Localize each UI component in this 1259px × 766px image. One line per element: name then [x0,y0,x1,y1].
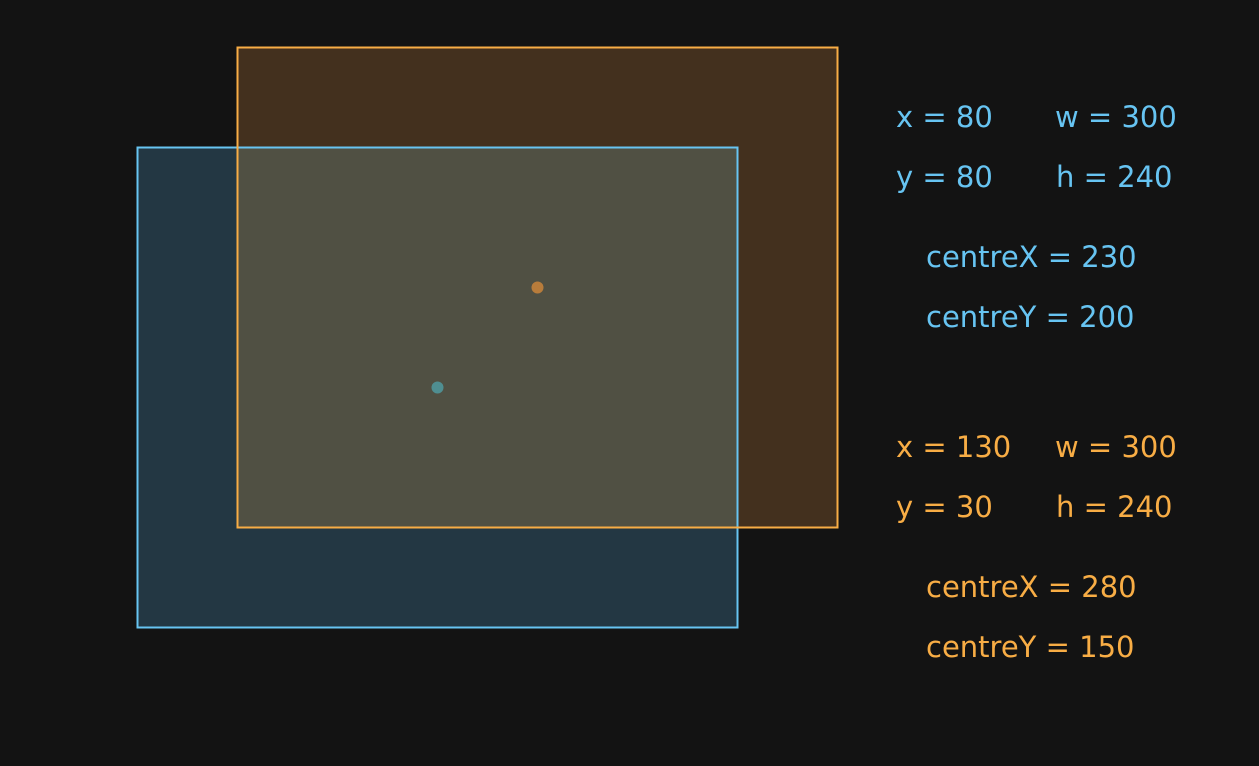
blue-y-label: y = 80 [896,163,993,192]
orange-centrex-label: centreX = 280 [926,573,1137,602]
orange-y-label: y = 30 [896,493,993,522]
orange-h-label: h = 240 [1056,493,1172,522]
blue-x-label: x = 80 [896,103,993,132]
overlap-region [238,148,738,528]
blue-centrex-label: centreX = 230 [926,243,1137,272]
orange-centrey-label: centreY = 150 [926,633,1134,662]
blue-centre-dot [432,382,444,394]
blue-centrey-label: centreY = 200 [926,303,1134,332]
orange-centre-dot [532,282,544,294]
orange-w-label: w = 300 [1055,433,1177,462]
orange-x-label: x = 130 [896,433,1011,462]
blue-w-label: w = 300 [1055,103,1177,132]
blue-h-label: h = 240 [1056,163,1172,192]
